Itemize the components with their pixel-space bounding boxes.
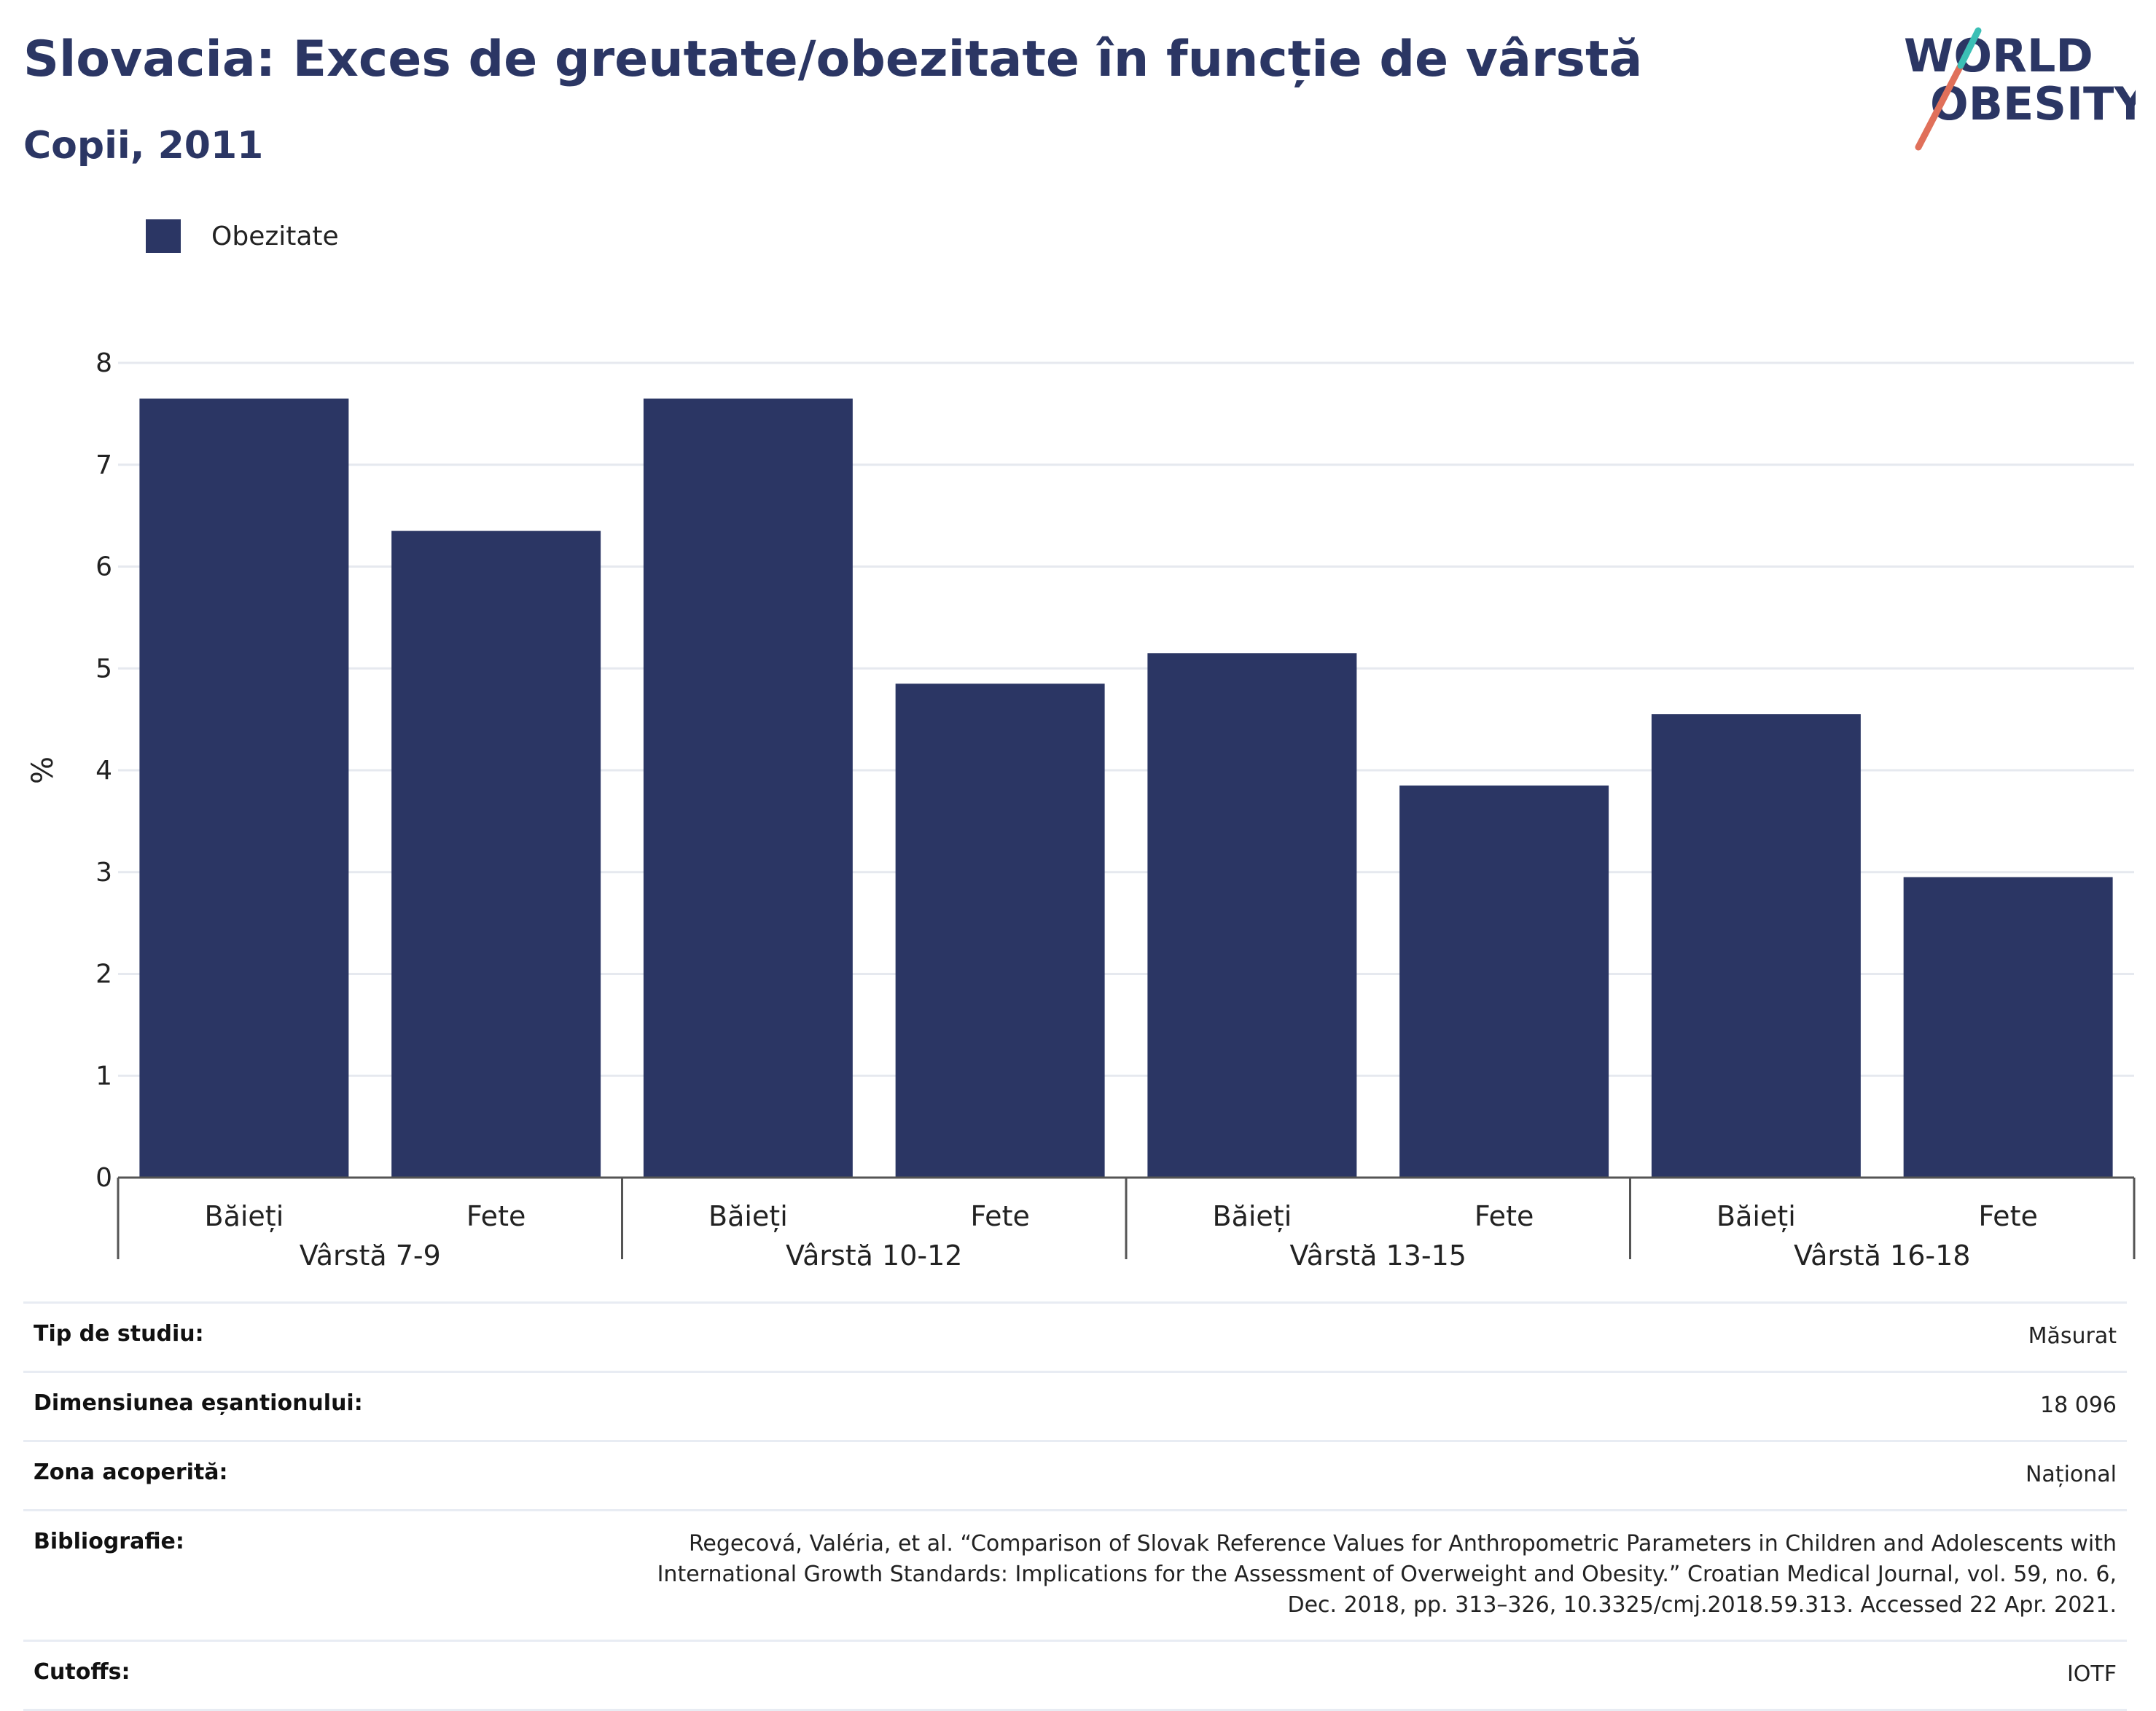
y-tick-label: 8 <box>95 348 112 378</box>
x-tick-label: Fete <box>1978 1200 2037 1232</box>
logo-text-obesity: OBESITY <box>1930 77 2136 130</box>
logo-slash-coral <box>1915 62 1964 151</box>
x-tick-label: Băieți <box>1213 1200 1292 1232</box>
bar <box>1651 714 1861 1178</box>
bar <box>1903 877 2113 1178</box>
info-row-study-type: Tip de studiu: Măsurat <box>23 1301 2127 1371</box>
info-row-cutoffs: Cutoffs: IOTF <box>23 1640 2127 1711</box>
info-row-bibliography: Bibliografie: Regecová, Valéria, et al. … <box>23 1509 2127 1640</box>
world-obesity-logo: WORLD OBESITY <box>1904 27 2136 151</box>
y-tick-label: 1 <box>95 1061 112 1091</box>
info-value: Național <box>2025 1462 2117 1487</box>
x-tick-label: Fete <box>970 1200 1029 1232</box>
bar <box>1147 653 1357 1178</box>
bar <box>643 398 853 1178</box>
bar <box>1399 785 1609 1178</box>
info-key: Zona acoperită: <box>34 1460 228 1485</box>
bar <box>895 684 1105 1178</box>
info-key: Tip de studiu: <box>34 1321 204 1347</box>
info-row-coverage: Zona acoperită: Național <box>23 1440 2127 1509</box>
x-tick-label: Băieți <box>1716 1200 1796 1232</box>
logo-slash-teal <box>1957 27 1982 69</box>
bar-chart: 0 1 2 3 4 5 6 7 8% Băieți Fete Băieți Fete Băieți Fete… <box>26 348 2136 1272</box>
y-axis-label: % <box>26 756 60 784</box>
x-group-label: Vârstă 10-12 <box>786 1240 962 1272</box>
bar <box>391 530 601 1178</box>
info-value: Măsurat <box>2028 1323 2117 1349</box>
y-tick-label: 7 <box>95 450 112 480</box>
legend-swatch <box>146 219 181 253</box>
x-tick-label: Fete <box>466 1200 526 1232</box>
info-key: Bibliografie: <box>34 1529 184 1554</box>
x-tick-label: Fete <box>1475 1200 1534 1232</box>
info-row-sample-size: Dimensiunea eșantionului: 18 096 <box>23 1371 2127 1440</box>
info-value: Regecová, Valéria, et al. “Comparison of… <box>657 1531 2117 1618</box>
axes: 0 1 2 3 4 5 6 7 8% Băieți Fete Băieți Fete Băieți Fete… <box>26 348 2136 1272</box>
y-tick-label: 2 <box>95 960 112 990</box>
x-group-label: Vârstă 16-18 <box>1794 1240 1970 1272</box>
x-group-label: Vârstă 7-9 <box>300 1240 441 1272</box>
x-tick-label: Băieți <box>708 1200 788 1232</box>
y-tick-label: 6 <box>95 552 112 582</box>
y-tick-label: 3 <box>95 858 112 888</box>
y-tick-label: 4 <box>95 756 112 786</box>
chart-subtitle: Copii, 2011 <box>23 124 264 168</box>
chart-title: Slovacia: Exces de greutate/obezitate în… <box>23 31 1643 88</box>
legend-label: Obezitate <box>211 221 339 251</box>
y-tick-label: 5 <box>95 654 112 684</box>
legend: Obezitate <box>146 216 339 257</box>
x-group-label: Vârstă 13-15 <box>1290 1240 1466 1272</box>
study-info-table: Tip de studiu: Măsurat Dimensiunea eșant… <box>23 1301 2127 1711</box>
info-value: IOTF <box>2066 1661 2117 1687</box>
logo-text-world: WORLD <box>1904 29 2093 82</box>
info-key: Cutoffs: <box>34 1659 130 1685</box>
y-tick-label: 0 <box>95 1163 112 1193</box>
info-key: Dimensiunea eșantionului: <box>34 1390 363 1416</box>
bar <box>139 398 349 1178</box>
info-value: 18 096 <box>2040 1393 2117 1418</box>
bars <box>139 398 2113 1178</box>
x-tick-label: Băieți <box>205 1200 284 1232</box>
